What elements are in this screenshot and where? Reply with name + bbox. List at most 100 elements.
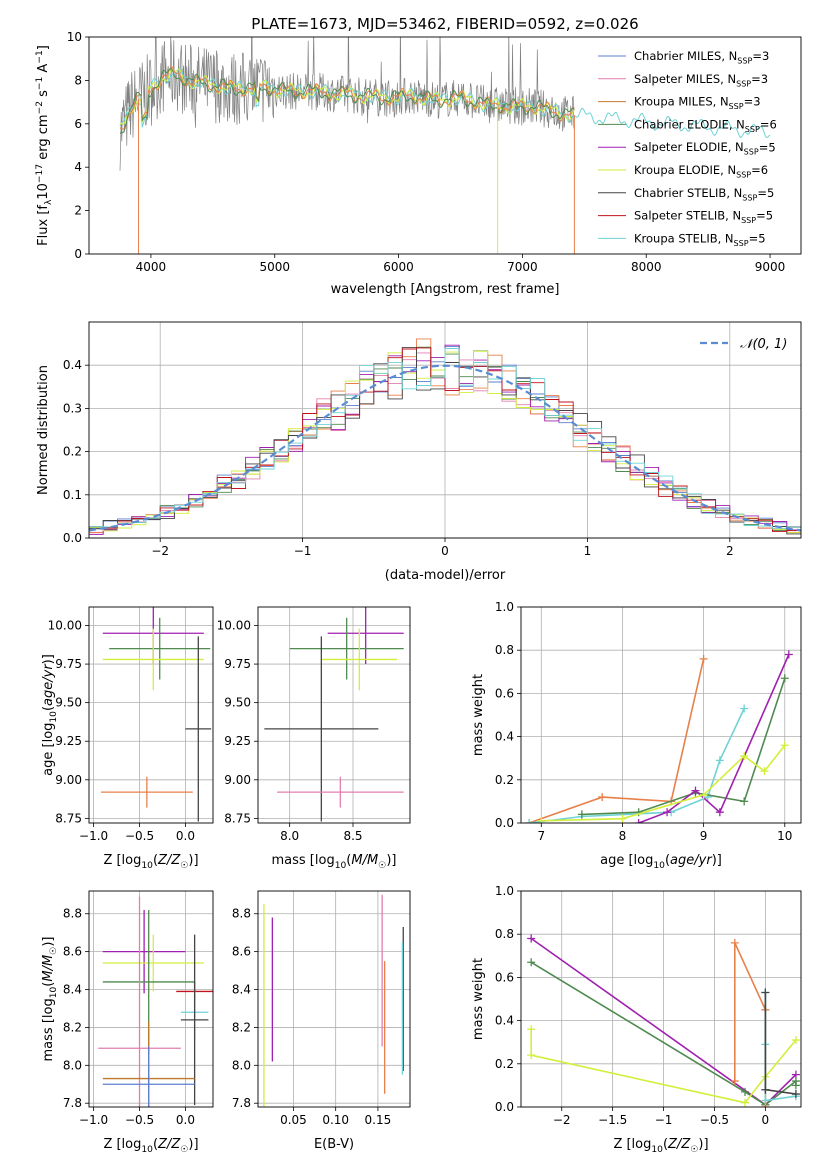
weight-marker xyxy=(784,650,793,659)
x-tick-label: 0 xyxy=(762,1113,770,1127)
panel-residual_hist: −2 −1 0 1 2 0.0 0.1 0.2 0.3 0.4 (data-model)/error… xyxy=(36,321,802,583)
x-tick-label: 5000 xyxy=(259,260,290,274)
y-tick-label: 0.4 xyxy=(495,1014,514,1028)
normal-curve xyxy=(89,364,801,532)
plot-area xyxy=(527,934,800,1107)
y-tick-label: 7.8 xyxy=(63,1096,82,1110)
spectrum-legend: Chabrier MILES, NSSP=3 Salpeter MILES, NS… xyxy=(598,49,777,248)
y-tick-label: 9.75 xyxy=(224,657,251,671)
y-tick-label: 0.8 xyxy=(495,643,514,657)
weight-marker xyxy=(699,790,708,799)
weight-marker xyxy=(527,958,536,967)
plot-area xyxy=(119,37,771,254)
x-axis-label: age [log10(age/yr)] xyxy=(600,853,722,871)
weight-marker xyxy=(663,808,672,817)
x-tick-label: 8 xyxy=(619,829,627,843)
y-tick-label: 8.2 xyxy=(232,1020,251,1034)
panel-spectrum: 4000 5000 6000 7000 8000 9000 0 2 4 6 8 10 wavelengt… xyxy=(35,30,802,297)
weight-line xyxy=(541,744,786,822)
y-tick-label: 8.8 xyxy=(63,907,82,921)
figure-title: PLATE=1673, MJD=53462, FIBERID=0592, z=0… xyxy=(251,15,638,33)
x-tick-label: 4000 xyxy=(136,260,167,274)
axes-frame xyxy=(88,606,214,824)
y-tick-label: 8.2 xyxy=(63,1020,82,1034)
weight-marker xyxy=(527,1051,536,1060)
y-tick-label: 6 xyxy=(74,117,82,131)
y-tick-label: 10.00 xyxy=(48,619,82,633)
x-tick-label: −2 xyxy=(553,1113,571,1127)
weight-marker xyxy=(598,793,607,802)
weight-marker xyxy=(761,1085,770,1094)
x-tick-label: 7 xyxy=(537,829,545,843)
weight-marker xyxy=(791,1081,800,1090)
axes-frame xyxy=(257,890,411,1108)
weight-marker xyxy=(741,1098,749,1107)
legend-entry-label: Chabrier ELODIE, NSSP=6 xyxy=(634,117,777,133)
x-tick-label: −0.5 xyxy=(125,829,154,843)
y-tick-label: 8.4 xyxy=(63,983,82,997)
x-axis-label: (data-model)/error xyxy=(385,568,506,583)
legend-entry-label: Salpeter MILES, NSSP=3 xyxy=(634,72,768,88)
weight-marker xyxy=(791,1090,800,1099)
plot-area xyxy=(89,338,801,535)
x-axis-label: E(B-V) xyxy=(314,1137,354,1152)
y-tick-label: 0.3 xyxy=(63,401,82,415)
x-tick-label: −1 xyxy=(294,544,312,558)
y-tick-label: 9.00 xyxy=(55,773,82,787)
y-axis-label: mass weight xyxy=(471,674,486,756)
weight-line xyxy=(638,654,790,823)
x-tick-label: 2 xyxy=(726,544,734,558)
panel-age_vs_mass: 8.0 8.5 8.75 9.00 9.25 9.50 9.75 10.00 mass [log… xyxy=(217,606,411,871)
y-tick-label: 8.0 xyxy=(232,1058,251,1072)
axes-frame xyxy=(88,890,214,1108)
weight-marker xyxy=(761,1096,770,1105)
x-tick-label: 9 xyxy=(700,829,708,843)
plot-area xyxy=(100,607,212,822)
y-axis-label: Normed distribution xyxy=(36,365,51,495)
weight-marker xyxy=(634,819,643,823)
y-tick-label: 1.0 xyxy=(495,884,514,898)
y-tick-label: 4 xyxy=(74,160,82,174)
frame: −2 −1.5 −1 −0.5 0 0.0 0.2 0.4 0.6 0.8 1.0 Z [log10(… xyxy=(471,884,802,1155)
axes-frame xyxy=(88,36,802,255)
weight-marker xyxy=(577,810,586,819)
legend-entry-label: Salpeter ELODIE, NSSP=5 xyxy=(634,140,776,156)
y-tick-label: 8.6 xyxy=(63,945,82,959)
y-axis-label: age [log10(age/yr)] xyxy=(41,654,59,776)
x-tick-label: 0 xyxy=(441,544,449,558)
x-tick-label: 8.5 xyxy=(343,829,362,843)
axes-layer: 4000 5000 6000 7000 8000 90000246810wavelengt… xyxy=(35,30,802,1155)
y-tick-label: 0.6 xyxy=(495,970,514,984)
y-tick-label: 0.0 xyxy=(63,531,82,545)
x-tick-label: 8.0 xyxy=(280,829,299,843)
legend-entry-label: Kroupa STELIB, NSSP=5 xyxy=(634,231,766,247)
weight-marker xyxy=(730,1077,739,1086)
x-tick-label: 0.0 xyxy=(176,829,195,843)
panel-mass_vs_ebv: 0.05 0.10 0.15 7.8 8.0 8.2 8.4 8.6 8.8 E(B-V) xyxy=(232,890,411,1152)
frame: 0.05 0.10 0.15 7.8 8.0 8.2 8.4 8.6 8.8 E(B-V) xyxy=(232,890,411,1152)
x-tick-label: 8000 xyxy=(631,260,662,274)
model-spectrum-line xyxy=(119,67,575,134)
axes-frame xyxy=(520,890,802,1108)
y-axis-label: mass [log10(M/M☉)] xyxy=(41,937,59,1062)
weight-marker xyxy=(780,674,789,683)
y-tick-label: 10 xyxy=(67,30,82,44)
frame: −1.0 −0.5 0.0 7.8 8.0 8.2 8.4 8.6 8.8 Z [log10(Z/… xyxy=(41,890,214,1155)
plot-area xyxy=(525,650,793,823)
x-axis-label: Z [log10(Z/Z☉)] xyxy=(103,1137,198,1155)
model-spectrum-line xyxy=(119,67,771,138)
y-tick-label: 10.00 xyxy=(217,619,251,633)
y-tick-label: 8 xyxy=(74,73,82,87)
legend-entry-label: Kroupa ELODIE, NSSP=6 xyxy=(634,163,768,179)
y-tick-label: 9.50 xyxy=(224,696,251,710)
axes-frame xyxy=(257,606,411,824)
legend-entry-label: Kroupa MILES, NSSP=3 xyxy=(634,95,761,111)
x-tick-label: 0.0 xyxy=(176,1113,195,1127)
weight-line xyxy=(529,708,745,823)
y-tick-label: 2 xyxy=(74,204,82,218)
weight-marker xyxy=(715,756,724,765)
y-tick-label: 0.8 xyxy=(495,927,514,941)
legend-entry-label: 𝒩(0, 1) xyxy=(740,337,787,352)
y-tick-label: 0.0 xyxy=(495,816,514,830)
weight-marker xyxy=(741,1087,749,1096)
